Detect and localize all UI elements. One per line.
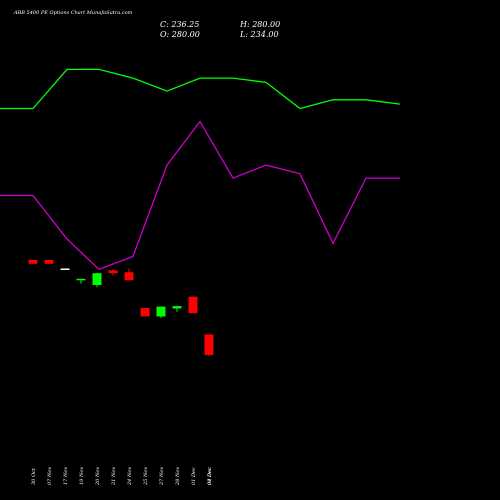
candle-body	[60, 268, 70, 270]
high-value: H: 280.00	[240, 20, 281, 29]
candle-body	[188, 296, 198, 314]
x-tick-label: 28 Nov	[175, 467, 181, 486]
candle-body	[172, 306, 182, 309]
x-tick-label: 24 Nov	[127, 467, 133, 486]
x-tick-label: 17 Nov	[63, 467, 69, 485]
x-tick-label: 01 Dec	[191, 467, 197, 485]
x-tick-label: 30 Oct	[31, 467, 37, 485]
close-value: C: 236.25	[160, 20, 200, 29]
x-tick-label: 04 Dec	[207, 467, 213, 485]
candle-body	[156, 306, 166, 317]
candle-body	[28, 260, 38, 264]
x-tick-label: 20 Nov	[95, 467, 101, 486]
candle-body	[76, 278, 86, 281]
x-tick-label: 07 Nov	[47, 467, 53, 485]
x-tick-label: 25 Nov	[143, 467, 149, 486]
candle-body	[124, 272, 134, 281]
candle-body	[204, 334, 214, 355]
x-tick-label: 19 Nov	[79, 467, 85, 485]
series-line-1	[0, 120, 400, 271]
chart-title: ABB 5400 PE Options Chart MunafaSutra.co…	[14, 10, 133, 16]
candle-body	[108, 270, 118, 274]
open-value: O: 280.00	[160, 30, 200, 39]
x-tick-label: 21 Nov	[111, 467, 117, 486]
candle-body	[44, 260, 54, 264]
candle-body	[140, 308, 150, 317]
x-tick-label: 27 Nov	[159, 467, 165, 486]
series-line-0	[0, 68, 401, 110]
x-tick-label: 03 Dec	[207, 467, 213, 485]
low-value: L: 234.00	[240, 30, 279, 39]
candle-body	[92, 273, 102, 285]
